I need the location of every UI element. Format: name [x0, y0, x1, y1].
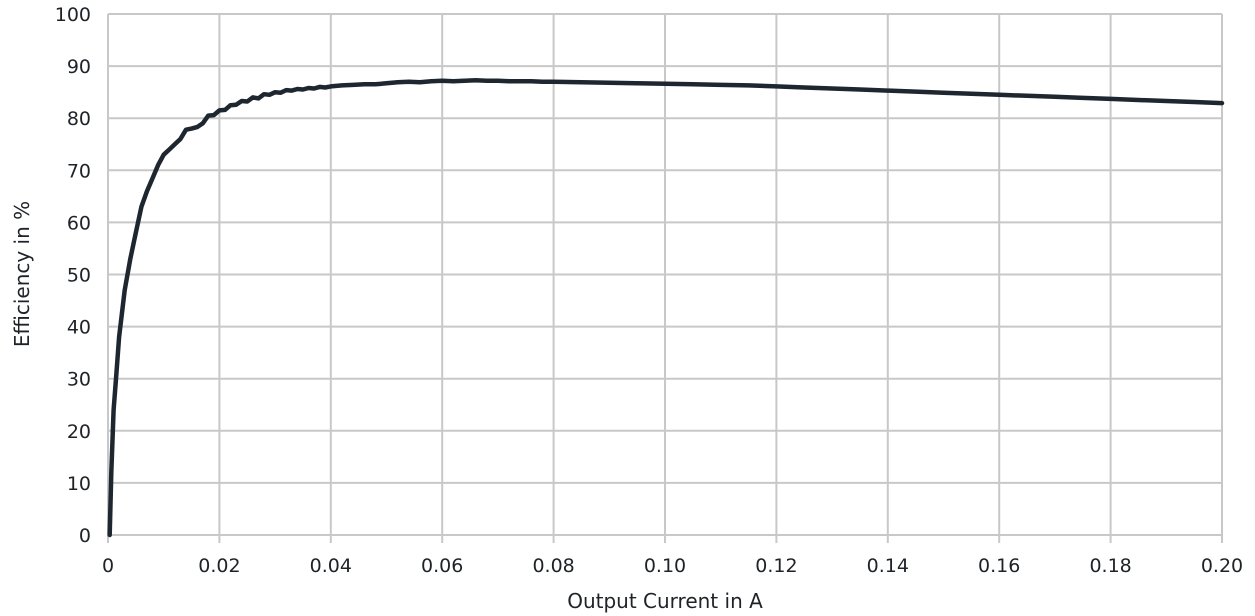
- efficiency-curve: [107, 77, 1225, 538]
- x-tick-label: 0.12: [755, 555, 797, 577]
- grid: [107, 13, 1223, 543]
- series-layer: [107, 77, 1225, 538]
- x-tick-label: 0: [102, 555, 114, 577]
- x-tick-label: 0.04: [310, 555, 352, 577]
- x-tick-label: 0.08: [532, 555, 574, 577]
- x-tick-label: 0.18: [1089, 555, 1131, 577]
- y-tick-label: 80: [67, 108, 91, 130]
- y-tick-label: 70: [67, 160, 91, 182]
- y-tick-label: 10: [67, 473, 91, 495]
- x-tick-label: 0.16: [978, 555, 1020, 577]
- y-tick-label: 50: [67, 265, 91, 287]
- y-tick-label: 30: [67, 369, 91, 391]
- x-tick-label: 0.06: [421, 555, 463, 577]
- x-tick-label: 0.14: [867, 555, 909, 577]
- y-axis-title: Efficiency in %: [10, 201, 34, 347]
- x-tick-label: 0.10: [644, 555, 686, 577]
- y-tick-label: 100: [55, 4, 91, 26]
- x-tick-label: 0.02: [198, 555, 240, 577]
- y-axis-ticks: 0 10 20 30 40 50 60 70 80 90 100: [55, 4, 91, 547]
- y-tick-label: 90: [67, 56, 91, 78]
- y-tick-label: 0: [79, 525, 91, 547]
- x-tick-label: 0.20: [1201, 555, 1243, 577]
- y-tick-label: 20: [67, 421, 91, 443]
- y-tick-label: 60: [67, 212, 91, 234]
- x-axis-title: Output Current in A: [567, 589, 763, 613]
- y-tick-label: 40: [67, 317, 91, 339]
- x-axis-ticks: 0 0.02 0.04 0.06 0.08 0.10 0.12 0.14 0.16 0.18 0.2…: [102, 555, 1243, 577]
